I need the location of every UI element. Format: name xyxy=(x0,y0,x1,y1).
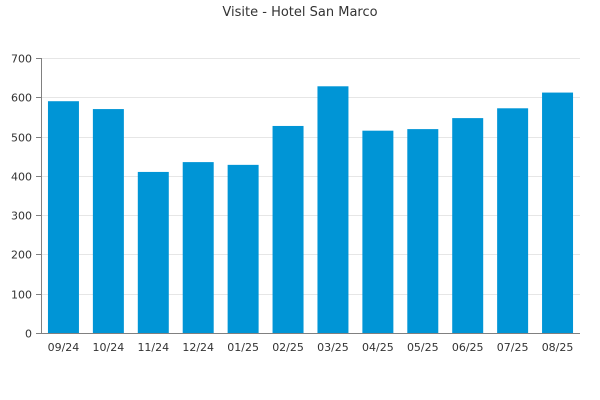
y-tick-label: 500 xyxy=(11,132,32,145)
bar xyxy=(542,92,574,333)
bar xyxy=(497,108,529,333)
x-tick-label: 08/25 xyxy=(542,341,574,354)
x-tick-label: 10/24 xyxy=(93,341,125,354)
bar xyxy=(182,162,214,333)
y-tick-label: 400 xyxy=(11,171,32,184)
bar xyxy=(92,109,124,333)
bar xyxy=(407,129,439,333)
bar xyxy=(452,118,484,333)
bar xyxy=(272,125,304,334)
chart-title: Visite - Hotel San Marco xyxy=(222,5,377,20)
x-tick-label: 06/25 xyxy=(452,341,484,354)
gridlines xyxy=(41,58,580,295)
y-tick-label: 700 xyxy=(11,53,32,66)
x-tick-label: 11/24 xyxy=(137,341,169,354)
y-tick-label: 0 xyxy=(25,328,32,341)
x-tick-label: 03/25 xyxy=(317,341,349,354)
y-tick-label: 100 xyxy=(11,289,32,302)
y-axis-ticks: 0 100 200 300 400 500 600 700 xyxy=(11,53,41,341)
y-tick-label: 200 xyxy=(11,249,32,262)
bar xyxy=(47,101,79,334)
x-tick-label: 12/24 xyxy=(182,341,214,354)
x-tick-label: 02/25 xyxy=(272,341,304,354)
x-tick-label: 05/25 xyxy=(407,341,439,354)
bar xyxy=(317,86,349,333)
bars xyxy=(47,86,574,334)
x-tick-label: 04/25 xyxy=(362,341,394,354)
bar xyxy=(362,130,394,333)
y-tick-label: 600 xyxy=(11,92,32,105)
x-axis-ticks: 09/24 10/24 11/24 12/24 01/25 02/25 03/25 04/25… xyxy=(48,341,574,354)
y-tick-label: 300 xyxy=(11,210,32,223)
bar xyxy=(137,171,169,333)
axes xyxy=(41,58,580,334)
x-tick-label: 01/25 xyxy=(227,341,259,354)
x-tick-label: 07/25 xyxy=(497,341,529,354)
x-tick-label: 09/24 xyxy=(48,341,80,354)
bar xyxy=(227,164,259,333)
